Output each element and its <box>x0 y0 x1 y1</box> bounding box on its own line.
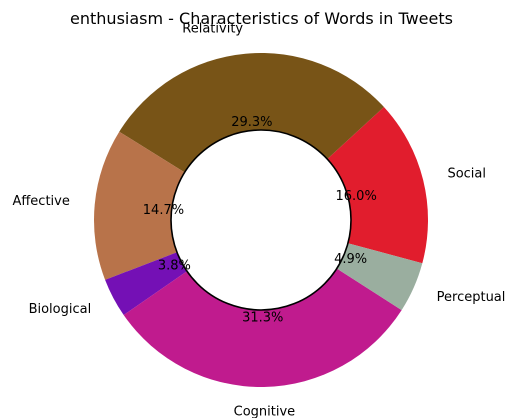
labels-group: Social 16.0% Relativity 29.3% Affective 14.7%… <box>12 21 505 418</box>
chart-title: enthusiasm - Characteristics of Words in… <box>70 9 453 28</box>
donut-hole <box>170 129 352 311</box>
slice-pct-social: 16.0% <box>336 189 377 204</box>
slice-pct-cognitive: 31.3% <box>242 310 283 325</box>
slice-pct-affective: 14.7% <box>143 203 184 218</box>
slice-label-affective: Affective <box>12 194 69 209</box>
slice-pct-relativity: 29.3% <box>231 115 272 130</box>
slice-label-cognitive: Cognitive <box>234 404 296 418</box>
slice-pct-biological: 3.8% <box>158 258 191 273</box>
slice-pct-perceptual: 4.9% <box>334 252 367 267</box>
slice-label-perceptual: Perceptual <box>437 290 506 305</box>
slice-label-biological: Biological <box>29 302 92 317</box>
slice-label-social: Social <box>447 167 486 182</box>
slice-label-relativity: Relativity <box>182 21 243 36</box>
